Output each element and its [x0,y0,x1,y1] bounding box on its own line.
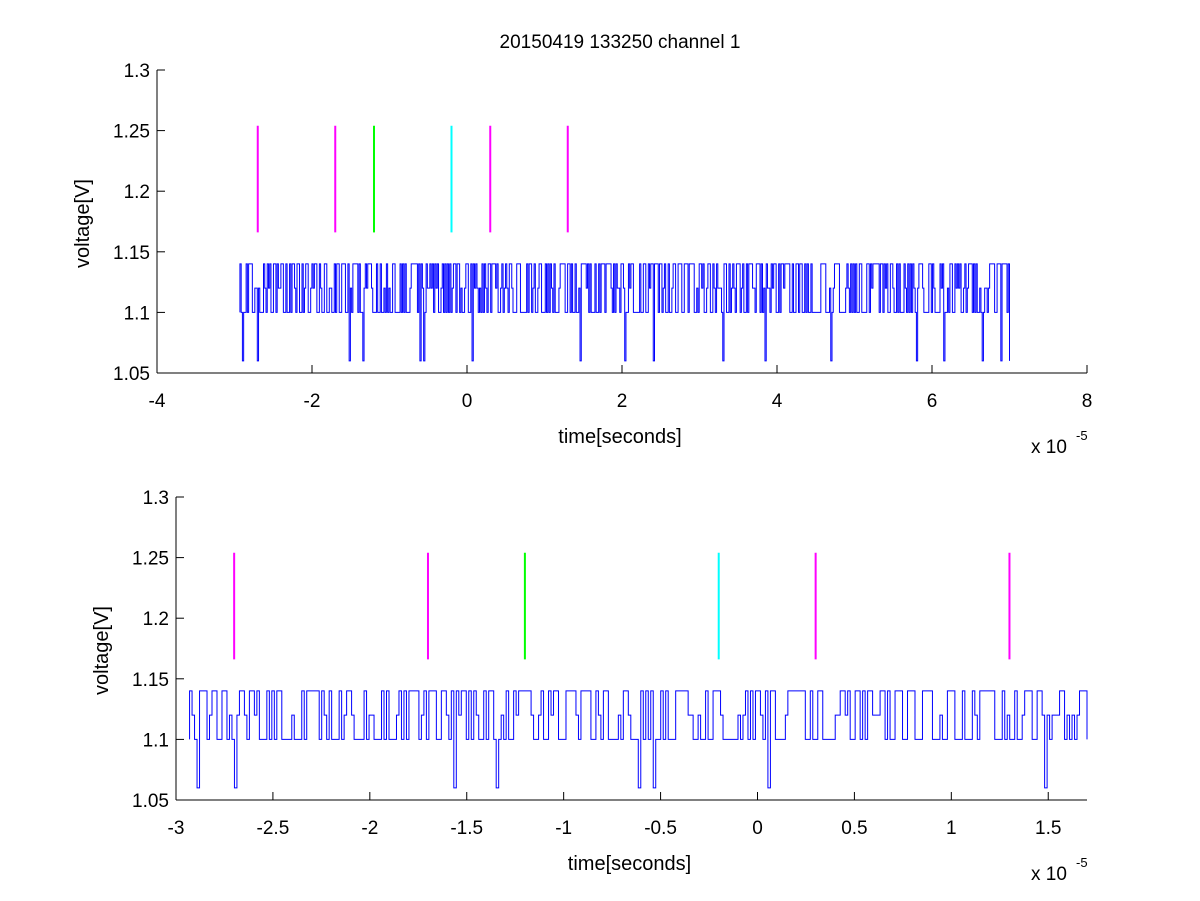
x-tick-label: 8 [1082,391,1093,412]
y-tick-label: 1.1 [124,303,150,324]
y-tick-label: 1.1 [143,730,169,751]
signal-trace [239,263,1010,362]
y-tick-label: 1.15 [132,670,169,691]
x-axis-label: time[seconds] [558,426,681,448]
x-tick-label: 0.5 [841,818,867,839]
x-tick-label: -2.5 [257,818,290,839]
x-tick-label: 4 [772,391,783,412]
y-tick-label: 1.3 [143,488,169,509]
chart-title: 20150419 133250 channel 1 [500,32,741,53]
x-tick-label: -0.5 [644,818,677,839]
x-tick-label: -3 [168,818,185,839]
x-exponent-label: x 10 [1031,437,1067,458]
y-tick-label: 1.2 [124,182,150,203]
x-tick-label: -4 [149,391,166,412]
x-tick-label: -1.5 [450,818,483,839]
x-tick-label: 6 [927,391,938,412]
x-tick-label: 1.5 [1035,818,1061,839]
x-exponent-power: -5 [1076,428,1088,443]
x-tick-label: 0 [462,391,473,412]
x-tick-label: 1 [946,818,957,839]
y-tick-label: 1.3 [124,61,150,82]
x-axis-label: time[seconds] [568,853,691,875]
top-plot: 1.05 1.1 1.15 1.2 1.25 1.3 -4 -2 0 2 4 6 8 time[secon… [72,61,1092,458]
bottom-plot: 1.05 1.1 1.15 1.2 1.25 1.3 -3 -2.5 -2 -1.5 -1 -0.5 0… [91,488,1088,885]
y-axis-label: voltage[V] [72,179,94,268]
y-tick-label: 1.05 [132,791,169,812]
x-tick-label: -2 [361,818,378,839]
y-tick-label: 1.15 [113,243,150,264]
x-tick-label: 2 [617,391,628,412]
y-axis-label: voltage[V] [91,606,113,695]
y-tick-label: 1.25 [132,549,169,570]
y-tick-label: 1.05 [113,364,150,385]
signal-trace [189,690,1088,789]
x-tick-label: -2 [304,391,321,412]
x-tick-label: 0 [752,818,763,839]
x-exponent-power: -5 [1076,855,1088,870]
y-tick-label: 1.2 [143,609,169,630]
y-tick-label: 1.25 [113,122,150,143]
x-exponent-label: x 10 [1031,864,1067,885]
x-tick-label: -1 [555,818,572,839]
